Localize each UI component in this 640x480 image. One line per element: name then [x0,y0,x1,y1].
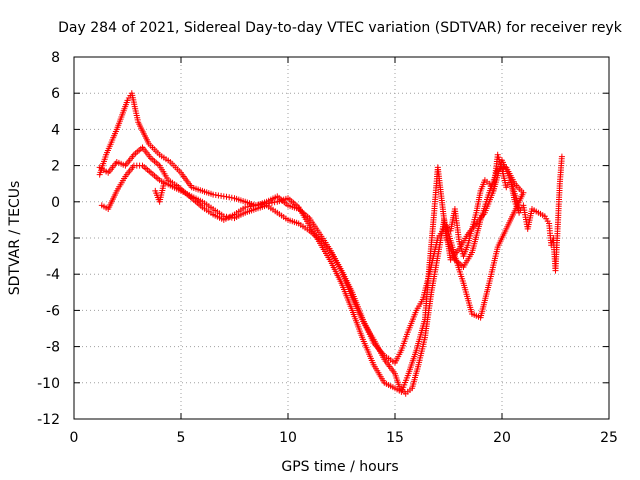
series-track-3 [96,144,523,397]
series-track-4 [152,151,565,274]
y-axis-label: SDTVAR / TECUs [7,181,23,296]
data-point [558,153,565,160]
data-point [160,180,167,187]
axes: 0 5 10 15 20 25 -12 -10 -8 -6 -4 -2 0 2 4 6 8 [37,50,618,446]
x-axis-label: GPS time / hours [281,459,398,475]
y-tick-label: -4 [46,267,60,283]
x-tick-label: 25 [600,430,618,446]
y-tick-label: -2 [46,231,60,247]
x-tick-label: 0 [70,430,79,446]
x-tick-label: 5 [177,430,186,446]
x-tick-label: 10 [279,430,297,446]
x-tick-label: 15 [386,430,404,446]
y-tick-label: -12 [37,412,60,428]
y-tick-label: 0 [51,195,60,211]
y-tick-label: -6 [46,303,60,319]
y-tick-label: 2 [51,159,60,175]
chart-title: Day 284 of 2021, Sidereal Day-to-day VTE… [58,20,623,36]
y-tick-label: -10 [37,376,60,392]
y-tick-label: 4 [51,122,60,138]
data-points [96,90,565,397]
y-tick-label: 8 [51,50,60,66]
data-point [520,189,527,196]
y-tick-label: -8 [46,340,60,356]
y-tick-label: 6 [51,86,60,102]
grid [74,57,609,419]
x-tick-label: 20 [493,430,511,446]
